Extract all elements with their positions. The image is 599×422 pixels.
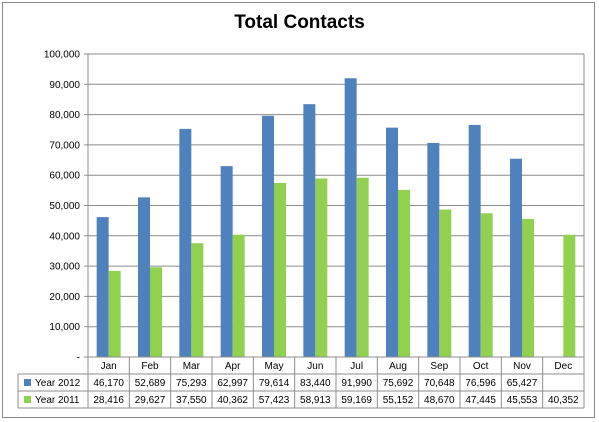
- y-tick-label: 70,000: [49, 140, 80, 151]
- chart-title: Total Contacts: [234, 12, 365, 33]
- x-tick-label: Jan: [101, 361, 117, 372]
- data-label: 48,670: [424, 395, 455, 406]
- y-tick-label: 60,000: [49, 171, 80, 182]
- bar-year-2012: [468, 124, 481, 357]
- bar-year-2012: [427, 142, 440, 357]
- y-tick-label: 20,000: [49, 292, 80, 303]
- data-label: 83,440: [300, 378, 331, 389]
- x-tick-label: Nov: [513, 361, 531, 372]
- data-label: 62,997: [217, 378, 248, 389]
- bar-year-2011: [522, 218, 534, 357]
- data-label: 28,416: [93, 395, 124, 406]
- x-tick-label: Oct: [473, 361, 489, 372]
- y-tick-label: 30,000: [49, 262, 80, 273]
- y-tick-label: 80,000: [49, 110, 80, 121]
- bar-year-2012: [138, 197, 150, 357]
- data-label: 52,689: [135, 378, 166, 389]
- x-tick-label: May: [265, 361, 284, 372]
- data-label: 55,152: [383, 395, 414, 406]
- data-label: 37,550: [176, 395, 207, 406]
- bar-year-2011: [191, 243, 204, 357]
- data-label: 91,990: [341, 378, 372, 389]
- y-tick-label: 40,000: [49, 231, 80, 242]
- data-label: 76,596: [465, 378, 496, 389]
- x-tick-label: Aug: [389, 361, 407, 372]
- x-tick-label: Sep: [430, 361, 448, 372]
- x-tick-label: Jun: [307, 361, 323, 372]
- bar-year-2011: [150, 267, 162, 357]
- bar-year-2012: [96, 217, 109, 357]
- data-label: 40,362: [217, 395, 248, 406]
- bar-year-2011: [274, 183, 286, 357]
- data-label: 79,614: [259, 378, 290, 389]
- x-tick-label: Apr: [225, 361, 241, 372]
- x-tick-label: Mar: [183, 361, 201, 372]
- bar-year-2011: [315, 178, 328, 357]
- bar-year-2012: [510, 158, 522, 357]
- bar-year-2011: [398, 189, 410, 357]
- bar-year-2012: [344, 78, 357, 358]
- x-tick-label: Dec: [554, 361, 572, 372]
- data-label: 75,293: [176, 378, 207, 389]
- data-label: 47,445: [465, 395, 496, 406]
- x-tick-label: Feb: [141, 361, 159, 372]
- axes: [87, 53, 585, 357]
- bar-year-2012: [386, 127, 398, 358]
- data-label: 45,553: [507, 395, 538, 406]
- y-axis-ticks: - 10,000 20,000 30,000 40,000 50,000 60,000 70,…: [44, 50, 88, 364]
- y-tick-label: 50,000: [49, 201, 80, 212]
- legend-swatch: [24, 379, 31, 386]
- legend-swatch: [24, 396, 31, 403]
- bar-year-2011: [563, 234, 576, 357]
- x-tick-label: Jul: [350, 361, 363, 372]
- data-label: 59,169: [341, 395, 372, 406]
- bar-year-2011: [439, 209, 452, 357]
- data-table: Jan Feb Mar Apr May Jun Jul Aug Sep Oct Nov Dec Year…: [17, 356, 585, 409]
- bar-year-2012: [220, 166, 233, 357]
- y-tick-label: 100,000: [44, 50, 81, 61]
- bar-year-2012: [262, 115, 274, 357]
- data-label: 58,913: [300, 395, 331, 406]
- bar-year-2011: [480, 213, 493, 357]
- data-label: 65,427: [507, 378, 538, 389]
- bar-year-2011: [108, 270, 121, 357]
- y-tick-label: 90,000: [49, 80, 80, 91]
- bar-year-2012: [303, 104, 316, 357]
- y-tick-label: 10,000: [49, 322, 80, 333]
- y-tick-label: -: [77, 353, 80, 364]
- legend-entry: Year 2012: [35, 378, 81, 389]
- gridlines: [88, 53, 584, 328]
- bars: [96, 78, 576, 358]
- data-label: 57,423: [259, 395, 290, 406]
- bar-year-2012: [179, 128, 192, 357]
- legend-entry: Year 2011: [35, 395, 80, 406]
- data-label: 40,352: [548, 395, 579, 406]
- data-label: 70,648: [424, 378, 455, 389]
- data-label: 75,692: [383, 378, 414, 389]
- data-label: 46,170: [93, 378, 124, 389]
- data-label: 29,627: [135, 395, 166, 406]
- bar-year-2011: [356, 177, 369, 357]
- bar-year-2011: [232, 234, 245, 357]
